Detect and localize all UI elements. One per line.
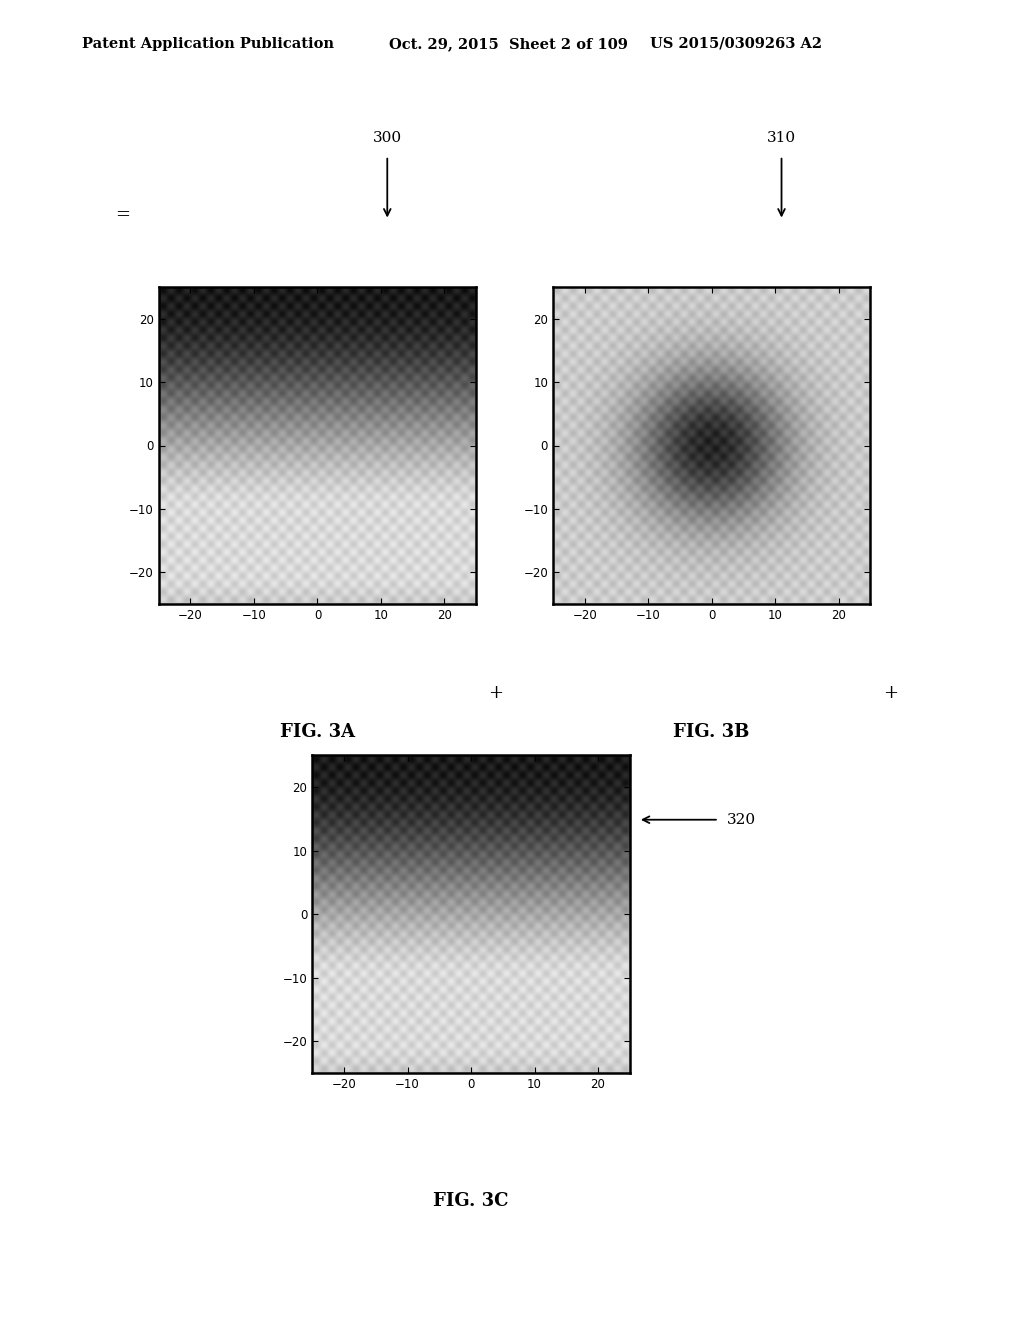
Text: 300: 300 (373, 131, 401, 145)
Text: US 2015/0309263 A2: US 2015/0309263 A2 (650, 37, 822, 51)
Text: 310: 310 (767, 131, 796, 145)
Text: Patent Application Publication: Patent Application Publication (82, 37, 334, 51)
Text: 320: 320 (727, 813, 756, 826)
Text: FIG. 3C: FIG. 3C (433, 1192, 509, 1210)
Text: +: + (883, 684, 898, 702)
Text: +: + (488, 684, 504, 702)
Text: =: = (116, 206, 130, 224)
Text: FIG. 3B: FIG. 3B (674, 723, 750, 742)
Text: Oct. 29, 2015  Sheet 2 of 109: Oct. 29, 2015 Sheet 2 of 109 (389, 37, 628, 51)
Text: FIG. 3A: FIG. 3A (280, 723, 355, 742)
